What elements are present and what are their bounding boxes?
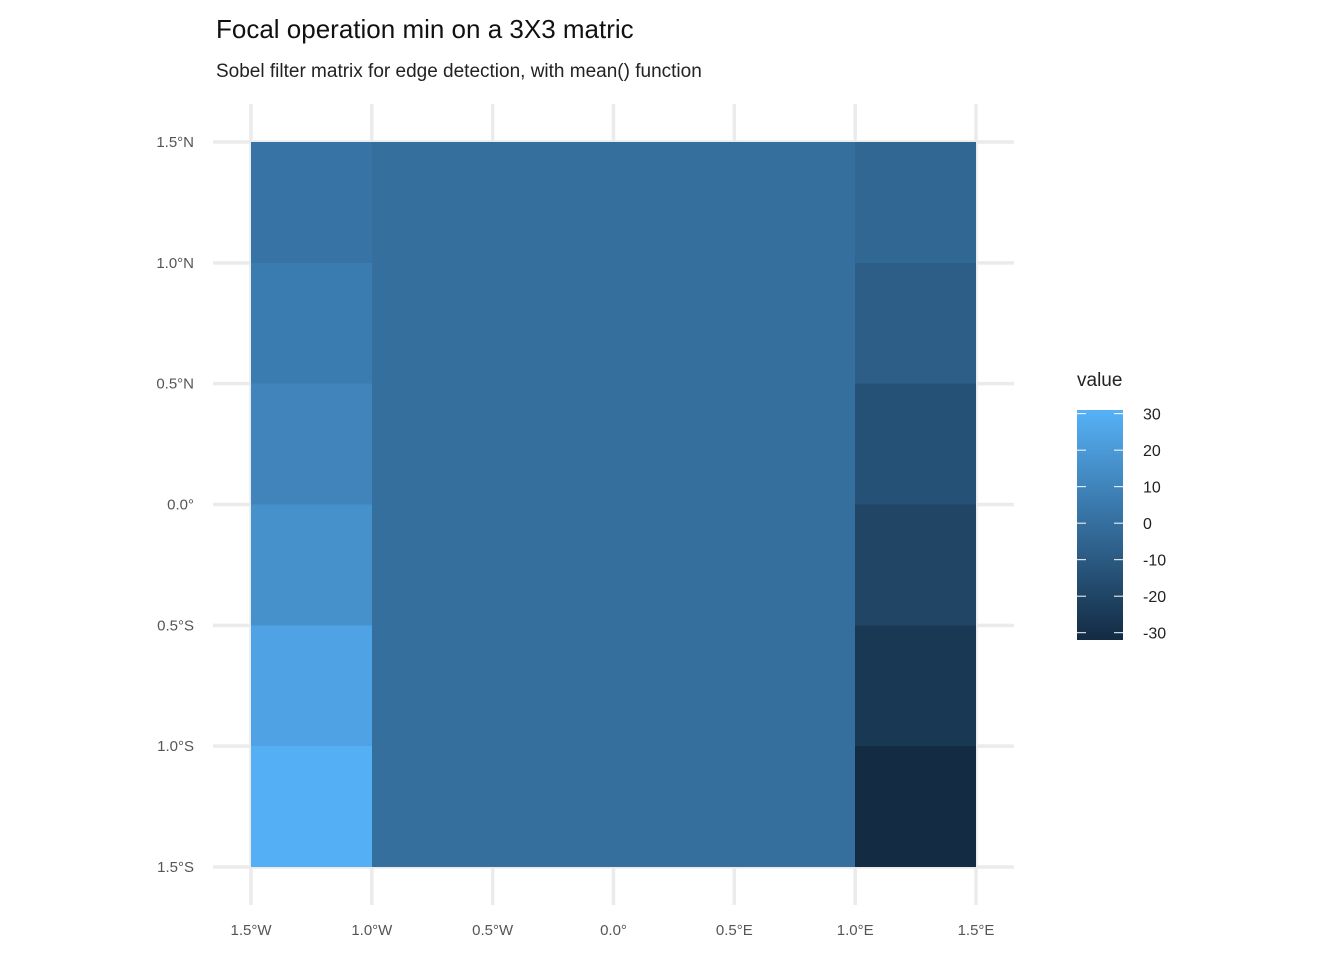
y-tick-label-6: 1.5°S — [157, 859, 194, 876]
chart-subtitle: Sobel filter matrix for edge detection, … — [216, 61, 702, 82]
legend-label-0: 30 — [1143, 407, 1161, 424]
legend-label-2: 10 — [1143, 480, 1161, 497]
y-tick-label-4: 0.5°S — [157, 617, 194, 634]
y-tick-label-2: 0.5°N — [156, 376, 194, 393]
legend-title: value — [1077, 370, 1122, 391]
legend-label-6: -30 — [1143, 626, 1166, 643]
legend-label-4: -10 — [1143, 553, 1166, 570]
legend-label-3: 0 — [1143, 516, 1152, 533]
x-tick-label-2: 0.5°W — [472, 922, 514, 939]
heatmap-cell-11 — [855, 625, 976, 747]
y-tick-label-1: 1.0°N — [156, 255, 194, 272]
legend-label-1: 20 — [1143, 443, 1161, 460]
x-tick-label-4: 0.5°E — [716, 922, 753, 939]
heatmap-cell-6 — [371, 142, 856, 867]
heatmap-cell-2 — [251, 383, 372, 505]
y-tick-label-0: 1.5°N — [156, 134, 194, 151]
heatmap-cell-4 — [251, 625, 372, 747]
heatmap-cell-1 — [251, 262, 372, 384]
y-tick-label-3: 0.0° — [167, 497, 194, 514]
x-tick-label-1: 1.0°W — [351, 922, 393, 939]
x-tick-label-6: 1.5°E — [958, 922, 995, 939]
heatmap-cell-8 — [855, 262, 976, 384]
heatmap-cell-12 — [855, 746, 976, 867]
x-tick-label-3: 0.0° — [600, 922, 627, 939]
legend: value 30 20 10 0 -10 -20 -30 — [1077, 370, 1166, 643]
heatmap-cell-3 — [251, 504, 372, 626]
y-axis-ticks: 1.5°N 1.0°N 0.5°N 0.0° 0.5°S 1.0°S 1.5°S — [156, 134, 194, 876]
y-tick-label-5: 1.0°S — [157, 738, 194, 755]
heatmap-cell-5 — [251, 746, 372, 867]
legend-label-5: -20 — [1143, 589, 1166, 606]
heatmap-cell-9 — [855, 383, 976, 505]
x-tick-label-0: 1.5°W — [230, 922, 272, 939]
x-tick-label-5: 1.0°E — [837, 922, 874, 939]
heatmap-cell-0 — [251, 142, 372, 263]
legend-colorbar — [1077, 410, 1123, 640]
heatmap-cell-10 — [855, 504, 976, 626]
x-axis-ticks: 1.5°W 1.0°W 0.5°W 0.0° 0.5°E 1.0°E 1.5°E — [230, 922, 994, 939]
heatmap-cell-7 — [855, 142, 976, 263]
heatmap-cells — [251, 142, 976, 867]
chart-title: Focal operation min on a 3X3 matric — [216, 14, 634, 44]
